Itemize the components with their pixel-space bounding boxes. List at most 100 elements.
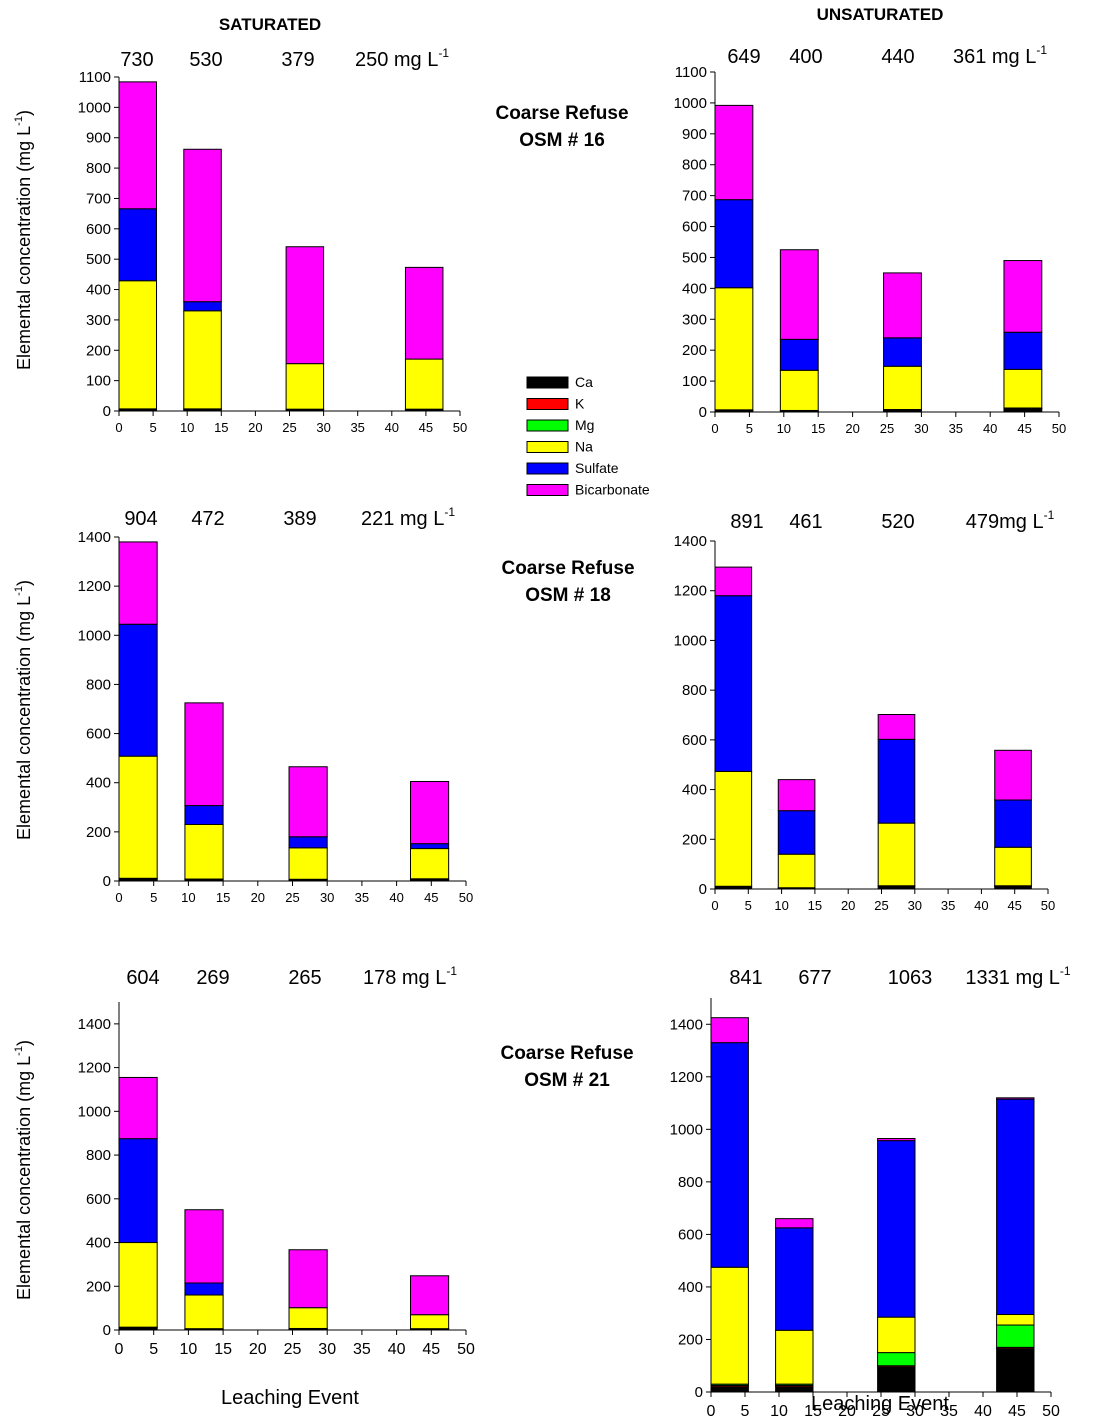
- y-tick-label: 1400: [78, 529, 111, 546]
- y-axis-title: Elemental concentration (mg L-1): [13, 1040, 34, 1300]
- y-tick-label: 600: [682, 219, 707, 236]
- bar-segment-bicarbonate-2: [777, 779, 816, 812]
- y-tick-label: 800: [678, 1174, 703, 1191]
- y-tick-label: 0: [695, 1384, 703, 1401]
- bar-segment-na-2: [184, 823, 224, 880]
- bar-segment-bicarbonate-4: [404, 266, 444, 360]
- y-tick-label: 1400: [78, 1016, 111, 1033]
- bar-total-label: 440: [881, 46, 914, 68]
- y-tick-label: 500: [682, 249, 707, 266]
- y-tick-label: 1000: [78, 627, 111, 644]
- x-tick-label: 10: [770, 1403, 788, 1420]
- legend-swatch-na: [526, 441, 569, 453]
- bar-total-label: 841: [729, 967, 762, 989]
- x-tick-label: 45: [419, 420, 433, 435]
- bar-segment-bicarbonate-3: [877, 714, 916, 740]
- bar-segment-bicarbonate-2: [779, 249, 819, 340]
- bar-segment-na-2: [183, 310, 222, 410]
- bar-segment-mg-3: [877, 1352, 916, 1367]
- x-tick-label: 15: [214, 420, 228, 435]
- y-axis-title: Elemental concentration (mg L-1): [13, 580, 34, 840]
- x-tick-label: 50: [453, 420, 467, 435]
- x-tick-label: 45: [1008, 1403, 1026, 1420]
- x-tick-label: 50: [1042, 1403, 1060, 1420]
- y-tick-label: 400: [682, 280, 707, 297]
- y-tick-label: 400: [86, 1235, 111, 1252]
- x-tick-label: 20: [838, 1403, 856, 1420]
- bar-segment-sulfate-1: [118, 1138, 158, 1244]
- x-tick-label: 50: [459, 890, 473, 905]
- bar-segment-bicarbonate-4: [409, 780, 450, 845]
- x-axis-title-left: Leaching Event: [221, 1387, 359, 1409]
- chart-panel-3: 0 200 400 600 800 1000 1200 1400 0 5 10 15 20 25 30 35 4…: [13, 505, 473, 905]
- x-tick-label: 20: [248, 420, 262, 435]
- y-tick-label: 1000: [670, 1121, 703, 1138]
- x-tick-label: 0: [115, 1341, 124, 1358]
- bar-segment-sulfate-1: [714, 199, 754, 289]
- bar-total-label: 269: [196, 967, 229, 989]
- bar-total-label: 677: [798, 967, 831, 989]
- bar-segment-na-2: [777, 853, 816, 889]
- bar-segment-sulfate-2: [775, 1227, 814, 1331]
- bar-segment-ca-4: [996, 1348, 1035, 1393]
- bar-segment-sulfate-4: [1003, 331, 1043, 370]
- x-tick-label: 35: [350, 420, 364, 435]
- x-tick-label: 30: [318, 1341, 336, 1358]
- bar-segment-na-4: [404, 358, 444, 410]
- bar-segment-bicarbonate-4: [996, 1097, 1035, 1100]
- x-tick-label: 35: [355, 890, 369, 905]
- y-tick-label: 200: [682, 342, 707, 359]
- bar-segment-bicarbonate-2: [184, 1209, 224, 1284]
- bar-segment-bicarbonate-4: [409, 1275, 450, 1316]
- x-tick-label: 5: [741, 1403, 750, 1420]
- x-tick-label: 45: [1017, 421, 1031, 436]
- y-tick-label: 900: [682, 126, 707, 143]
- y-tick-label: 0: [699, 881, 707, 898]
- x-tick-label: 45: [424, 890, 438, 905]
- row-label-osm16-line2: OSM # 16: [519, 130, 605, 151]
- bar-total-label: 400: [789, 46, 822, 68]
- bar-segment-na-3: [877, 822, 916, 887]
- x-tick-label: 0: [707, 1403, 716, 1420]
- bar-total-label: 221 mg L-1: [361, 505, 455, 530]
- x-tick-label: 25: [874, 898, 888, 913]
- y-tick-label: 200: [682, 831, 707, 848]
- y-tick-label: 100: [86, 373, 111, 390]
- bar-segment-bicarbonate-1: [118, 81, 158, 210]
- y-tick-label: 1000: [674, 632, 707, 649]
- y-tick-label: 0: [699, 404, 707, 421]
- bar-segment-sulfate-2: [777, 810, 816, 855]
- bar-segment-bicarbonate-1: [710, 1017, 749, 1044]
- x-tick-label: 30: [914, 421, 928, 436]
- x-tick-label: 5: [149, 420, 156, 435]
- legend-label-mg: Mg: [575, 417, 594, 433]
- y-axis-title: Elemental concentration (mg L-1): [13, 110, 34, 370]
- bar-segment-na-1: [710, 1266, 749, 1385]
- bar-total-label: 361 mg L-1: [953, 43, 1047, 68]
- bar-segment-na-4: [994, 846, 1032, 887]
- bar-segment-bicarbonate-1: [118, 541, 158, 625]
- x-axis-title-right: Leaching Event: [811, 1393, 949, 1415]
- x-tick-label: 25: [872, 1403, 890, 1420]
- bar-segment-na-1: [714, 287, 754, 411]
- bar-segment-na-3: [285, 363, 325, 410]
- x-tick-label: 10: [180, 420, 194, 435]
- legend-label-bicarbonate: Bicarbonate: [575, 482, 650, 498]
- y-tick-label: 1000: [78, 99, 111, 116]
- x-tick-label: 20: [251, 890, 265, 905]
- x-tick-label: 5: [745, 898, 752, 913]
- y-tick-label: 1200: [78, 578, 111, 595]
- y-tick-label: 600: [682, 732, 707, 749]
- chart-panel-2: 0 100 200 300 400 500 600 700 800 900 1000 1100 0 5 10…: [674, 43, 1067, 436]
- bar-total-label: 649: [727, 46, 760, 68]
- y-tick-label: 600: [86, 221, 111, 238]
- x-tick-label: 5: [149, 1341, 158, 1358]
- y-tick-label: 700: [86, 190, 111, 207]
- bar-segment-sulfate-1: [118, 623, 158, 757]
- bar-segment-mg-4: [996, 1324, 1035, 1348]
- bar-segment-na-1: [714, 770, 753, 887]
- chart-panel-6: 0 200 400 600 800 1000 1200 1400 0 5 10 15 20 25 30 35 4…: [670, 964, 1071, 1420]
- x-tick-label: 30: [906, 1403, 924, 1420]
- bar-segment-sulfate-2: [183, 301, 222, 312]
